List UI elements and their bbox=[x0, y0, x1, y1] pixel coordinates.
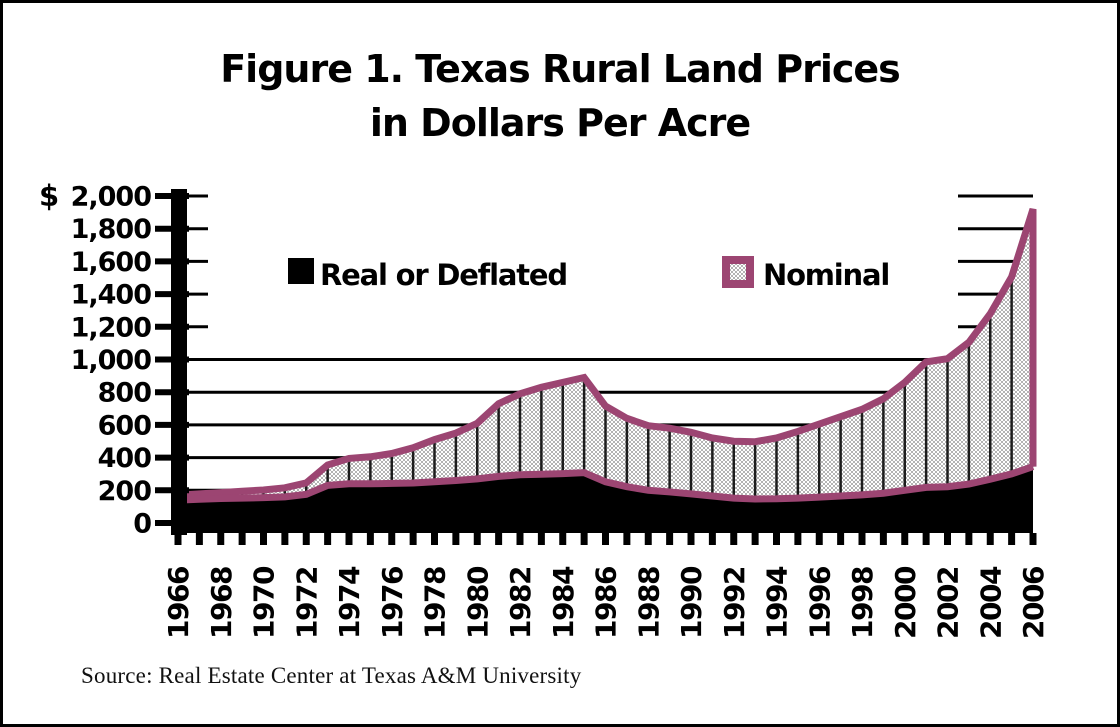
y-tick-label-2000: 2,000 bbox=[71, 182, 152, 213]
area-chart: Real or Deflated Nominal 02004006008001,… bbox=[39, 179, 1050, 639]
legend-background bbox=[208, 189, 958, 351]
x-tick-label-1968: 1968 bbox=[205, 567, 238, 639]
x-tick-label-1992: 1992 bbox=[718, 567, 751, 639]
x-tick-label-1990: 1990 bbox=[675, 566, 708, 639]
axis-ticks bbox=[155, 193, 1037, 545]
x-tick-label-1972: 1972 bbox=[290, 567, 323, 639]
x-tick-label-2000: 2000 bbox=[889, 566, 922, 639]
y-axis-dollar-prefix: $ bbox=[39, 179, 59, 213]
real-area bbox=[178, 466, 1033, 523]
y-tick-label-600: 600 bbox=[98, 410, 152, 441]
legend-label-real: Real or Deflated bbox=[320, 258, 567, 292]
y-tick-label-1800: 1,800 bbox=[71, 214, 152, 245]
y-tick-label-400: 400 bbox=[98, 443, 152, 474]
x-tick-label-1980: 1980 bbox=[461, 566, 494, 639]
legend-swatch-real bbox=[288, 258, 314, 284]
x-tick-label-1966: 1966 bbox=[162, 567, 195, 639]
axis-labels: 02004006008001,0001,2001,4001,6001,8002,… bbox=[39, 179, 1050, 639]
real-line bbox=[177, 463, 1035, 504]
x-tick-label-1978: 1978 bbox=[419, 567, 452, 639]
source-note: Source: Real Estate Center at Texas A&M … bbox=[81, 663, 582, 688]
nominal-line bbox=[174, 208, 1037, 501]
x-tick-label-2002: 2002 bbox=[932, 567, 965, 639]
y-tick-label-200: 200 bbox=[98, 476, 152, 507]
y-tick-label-0: 0 bbox=[133, 509, 151, 540]
legend: Real or Deflated Nominal bbox=[288, 256, 890, 292]
x-tick-label-2004: 2004 bbox=[974, 566, 1007, 639]
y-tick-label-1400: 1,400 bbox=[71, 280, 152, 311]
x-tick-label-1984: 1984 bbox=[547, 566, 580, 639]
x-tick-label-1996: 1996 bbox=[803, 567, 836, 639]
x-tick-label-1974: 1974 bbox=[333, 566, 366, 639]
x-tick-label-1998: 1998 bbox=[846, 567, 879, 639]
x-tick-label-1982: 1982 bbox=[504, 567, 537, 639]
y-tick-label-1000: 1,000 bbox=[71, 345, 152, 376]
chart-title-line1: Figure 1. Texas Rural Land Prices bbox=[220, 47, 901, 91]
y-tick-label-800: 800 bbox=[98, 378, 152, 409]
legend-label-nominal: Nominal bbox=[763, 258, 889, 292]
chart-title: Figure 1. Texas Rural Land Prices in Dol… bbox=[3, 43, 1117, 151]
x-axis-line bbox=[171, 516, 1033, 533]
x-tick-label-1988: 1988 bbox=[632, 567, 665, 639]
x-tick-label-1970: 1970 bbox=[248, 566, 281, 639]
x-tick-label-1986: 1986 bbox=[590, 567, 623, 639]
x-tick-label-1976: 1976 bbox=[376, 567, 409, 639]
series-areas bbox=[174, 208, 1037, 523]
x-tick-label-1994: 1994 bbox=[761, 566, 794, 639]
x-tick-label-2006: 2006 bbox=[1017, 567, 1050, 639]
y-tick-label-1200: 1,200 bbox=[71, 312, 152, 343]
y-tick-label-1600: 1,600 bbox=[71, 247, 152, 278]
legend-swatch-nominal bbox=[722, 256, 754, 288]
chart-title-line2: in Dollars Per Acre bbox=[369, 100, 751, 145]
